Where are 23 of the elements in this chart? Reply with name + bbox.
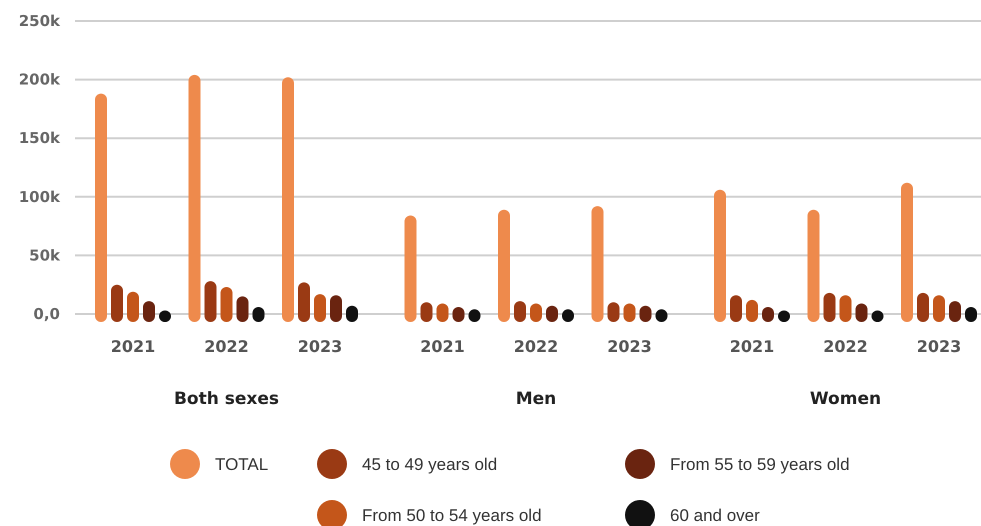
legend-label: From 55 to 59 years old <box>670 455 850 474</box>
y-tick-label: 150k <box>18 129 62 148</box>
text: Women <box>810 389 882 409</box>
x-tick-label: 2023 <box>607 337 652 356</box>
y-tick-label: 100k <box>18 188 62 206</box>
y-tick-label: 50k <box>29 246 62 264</box>
text: Both sexes <box>174 389 280 409</box>
x-tick-label: 2023 <box>916 337 962 356</box>
legend-label: From 50 to 54 years old <box>362 506 542 525</box>
y-tick-label: 200k <box>18 70 62 89</box>
text: Men <box>516 389 556 409</box>
x-tick-label: 2021 <box>730 337 774 356</box>
legend-label: 45 to 49 years old <box>362 455 498 474</box>
x-tick-label: 2021 <box>420 337 465 356</box>
x-tick-label: 2023 <box>298 337 342 356</box>
legend-label: TOTAL <box>215 455 268 474</box>
y-tick-label: 0,0 <box>33 305 60 323</box>
y-tick-label: 250k <box>18 12 62 30</box>
x-tick-label: 2021 <box>110 337 156 356</box>
x-tick-label: 2022 <box>823 337 868 356</box>
x-tick-label: 2022 <box>204 337 249 356</box>
x-tick-label: 2022 <box>514 337 558 356</box>
legend-label: 60 and over <box>670 506 760 525</box>
